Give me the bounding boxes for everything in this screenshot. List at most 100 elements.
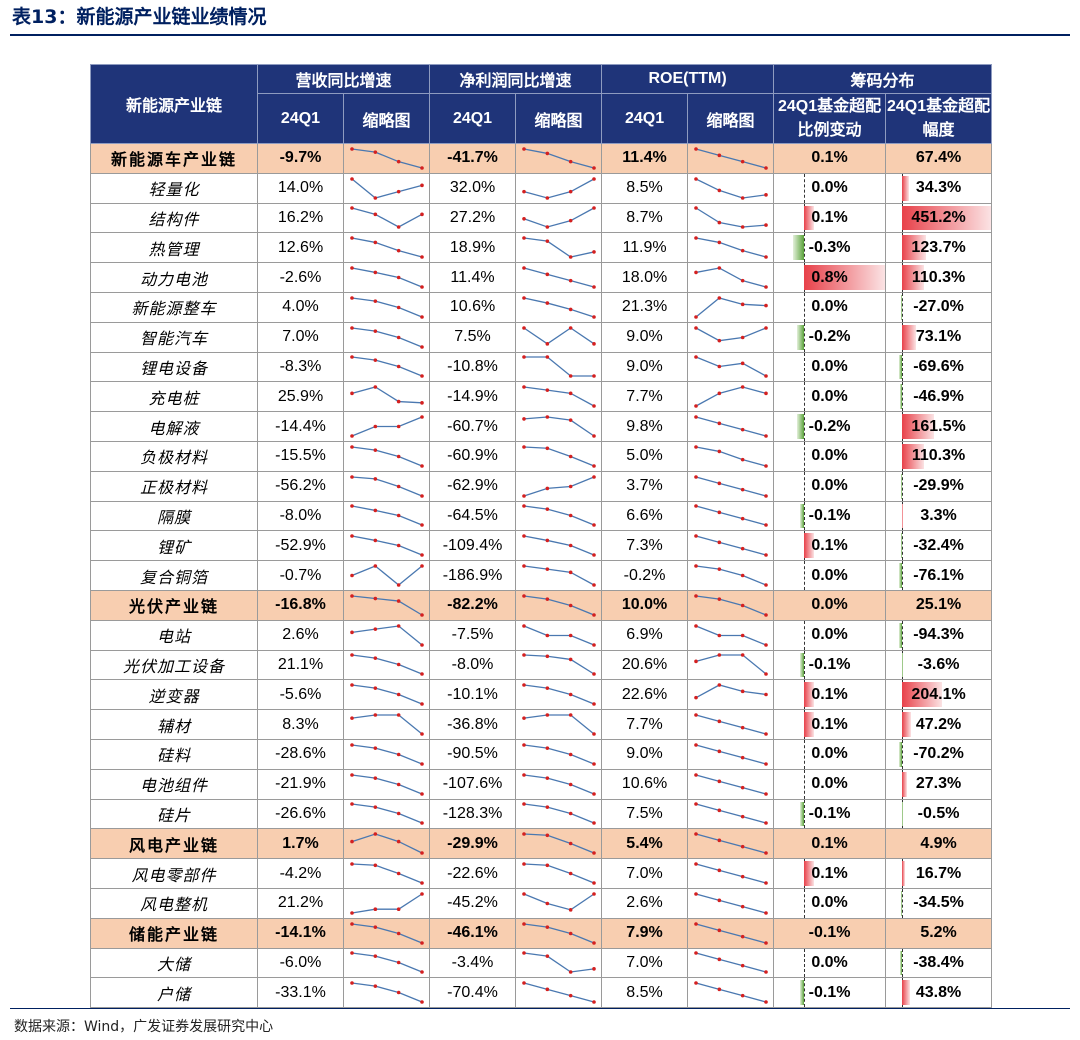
data-bar: [899, 563, 902, 588]
sparkline-chart: [522, 832, 596, 856]
sparkline-point: [592, 613, 596, 617]
sparkline-point: [694, 270, 698, 275]
revenue-growth-value: 16.2%: [257, 202, 344, 234]
revenue-growth-value: 8.3%: [257, 709, 344, 740]
roe-value: 8.7%: [601, 202, 689, 234]
table-row: 充电桩 25.9% -14.9% 7.7% 0.0% -46.9%: [90, 381, 993, 413]
industry-name: 智能汽车: [90, 321, 258, 353]
overweight-level-cell: -29.9%: [885, 470, 993, 502]
sparkline-point: [764, 672, 768, 677]
sparkline-point: [420, 374, 424, 379]
table-row: 结构件 16.2% 27.2% 8.7% 0.1% 451.2%: [90, 202, 993, 234]
net-profit-sparkline: [515, 619, 603, 651]
sparkline-point: [740, 755, 745, 760]
roe-value: 10.0%: [601, 589, 689, 621]
sparkline-line: [695, 237, 767, 258]
sparkline-chart: [522, 534, 596, 558]
industry-name: 风电产业链: [90, 828, 258, 860]
sparkline-line: [351, 833, 423, 854]
bar-value: -0.1%: [808, 655, 851, 673]
sparkline-point: [396, 782, 401, 786]
roe-sparkline: [687, 262, 775, 293]
sparkline-point: [420, 523, 424, 528]
roe-value: 7.0%: [601, 858, 689, 889]
sparkline-point: [396, 623, 401, 628]
overweight-change-cell: -0.1%: [773, 977, 887, 1009]
sparkline-chart: [522, 415, 596, 438]
roe-value: 9.8%: [601, 411, 689, 442]
bar-value: 73.1%: [915, 328, 962, 346]
sparkline-point: [396, 454, 401, 459]
sparkline-point: [717, 633, 722, 637]
bar-axis: [901, 382, 903, 411]
sparkline-point: [568, 692, 573, 697]
data-bar: [901, 414, 934, 439]
sparkline-line: [695, 565, 767, 586]
sparkline-chart: [694, 206, 768, 230]
sparkline-point: [592, 851, 596, 856]
sparkline-point: [420, 791, 424, 796]
industry-name: 动力电池: [90, 262, 258, 293]
sparkline-point: [373, 984, 378, 989]
sparkline-point: [568, 713, 573, 717]
sparkline-point: [717, 266, 722, 270]
sparkline-point: [373, 656, 378, 661]
sparkline-point: [350, 206, 354, 211]
data-bar: [901, 265, 924, 290]
sparkline-point: [350, 434, 354, 438]
sparkline-point: [592, 206, 596, 211]
sparkline-point: [568, 871, 573, 876]
sparkline-point: [764, 391, 768, 396]
revenue-sparkline: [342, 500, 431, 532]
sparkline-line: [351, 595, 423, 616]
overweight-level-cell: 27.3%: [885, 768, 993, 800]
bar-axis: [901, 889, 903, 918]
roe-sparkline: [687, 887, 775, 919]
roe-sparkline: [687, 500, 775, 532]
sparkline-chart: [350, 802, 424, 826]
bar-value: 161.5%: [911, 417, 966, 435]
sparkline-point: [764, 325, 768, 330]
sparkline-point: [740, 603, 745, 608]
sparkline-point: [350, 921, 354, 926]
sparkline-point: [522, 892, 526, 896]
sparkline-chart: [694, 325, 768, 343]
sparkline-line: [523, 505, 595, 527]
sparkline-point: [396, 599, 401, 603]
bar-axis: [901, 740, 903, 769]
sparkline-point: [694, 832, 698, 837]
sparkline-line: [351, 446, 423, 467]
bar-axis: [804, 502, 806, 530]
sparkline-point: [568, 374, 573, 379]
sparkline-point: [592, 732, 596, 736]
sparkline-point: [592, 791, 596, 796]
sparkline-point: [740, 335, 745, 339]
roe-value: 3.7%: [601, 470, 689, 502]
sparkline-line: [523, 982, 595, 1003]
table-row: 智能汽车 7.0% 7.5% 9.0% -0.2% 73.1%: [90, 321, 993, 353]
sparkline-point: [717, 421, 722, 426]
sparkline-point: [568, 418, 573, 423]
bar-value: -0.5%: [917, 804, 960, 822]
sparkline-point: [592, 967, 596, 972]
sparkline-point: [568, 543, 573, 548]
sparkline-point: [694, 147, 698, 151]
revenue-growth-value: 25.9%: [257, 381, 344, 413]
data-bar: [796, 414, 804, 439]
header-overweight-level: 24Q1基金超配幅度: [885, 93, 993, 144]
bar-value: -34.5%: [913, 894, 964, 912]
overweight-change-cell: 0.0%: [773, 381, 887, 413]
revenue-growth-value: 21.1%: [257, 649, 344, 681]
overweight-change-cell: 0.0%: [773, 440, 887, 472]
sparkline-line: [351, 505, 423, 527]
sparkline-point: [420, 493, 424, 498]
sparkline-point: [545, 901, 550, 906]
bar-value: 34.3%: [915, 179, 962, 197]
header-rev-thumb: 缩略图: [342, 93, 431, 144]
overweight-level-cell: 123.7%: [885, 232, 993, 264]
bar-value: -46.9%: [913, 387, 964, 405]
sparkline-line: [523, 595, 595, 616]
revenue-sparkline: [342, 172, 431, 204]
overweight-level-cell: -69.6%: [885, 351, 993, 383]
roe-value: 9.0%: [601, 351, 689, 383]
